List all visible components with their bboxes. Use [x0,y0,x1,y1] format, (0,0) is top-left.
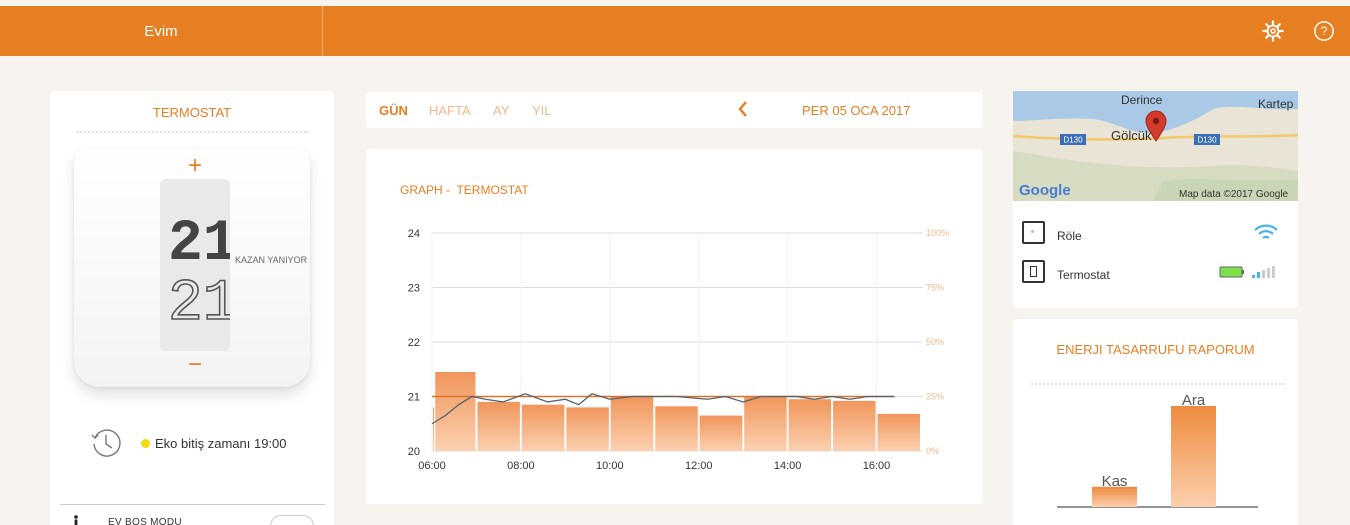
away-mode-toggle[interactable] [270,515,314,525]
divider [1031,383,1285,385]
y-axis-tick-label: 24 [408,228,420,240]
tab-month[interactable]: AY [493,103,510,118]
thermostat-device-icon [1022,260,1045,283]
x-axis-tick-label: 08:00 [507,460,535,472]
thermostat-title: TERMOSTAT [152,105,232,120]
chart-bar [433,407,434,451]
tab-week[interactable]: HAFTA [429,103,471,118]
current-temp-text: 21° [168,272,230,337]
y2-axis-tick-label: 0% [926,446,939,456]
map-place-label: Derince [1121,93,1163,107]
chart-bar [655,406,698,451]
x-axis-tick-label: 14:00 [774,460,802,472]
person-walking-icon [74,515,78,525]
eco-status-dot [141,439,150,448]
chart-bar [699,415,743,451]
battery-icon [1219,266,1244,278]
set-temp-text: 21° [168,212,230,277]
burner-status: KAZAN YANIYOR [235,255,308,265]
thermostat-card: TERMOSTAT + 21° 21° − KAZAN YANIYOR Eko … [50,91,334,525]
road-label: D130 [1063,136,1083,145]
help-icon[interactable]: ? [1313,20,1335,42]
chart-bar [833,400,876,451]
tab-year[interactable]: YIL [532,103,552,118]
energy-bar-label: Ara [1182,392,1206,409]
thermostat-device: + 21° 21° − [74,149,310,387]
measured-temperature-line [431,393,895,425]
map-attribution: Map data ©2017 Google [1179,189,1289,200]
chart-bar [877,413,920,451]
devices-card: Röle Termostat [1013,201,1298,308]
location-map[interactable]: D130 D130 Derince Kartep Gölcük Google M… [1013,91,1298,201]
svg-text:?: ? [1321,24,1328,38]
map-logo: Google [1019,182,1071,199]
y-axis-tick-label: 20 [408,446,420,458]
period-tabs-bar: GÜN HAFTA AY YIL PER 05 OCA 2017 [366,92,983,128]
energy-report-card: ENERJI TASARRUFU RAPORUM Kas Ara [1013,319,1298,525]
wifi-icon [1254,224,1278,239]
energy-report-title: ENERJI TASARRUFU RAPORUM [1056,342,1255,357]
x-axis-tick-label: 10:00 [596,460,624,472]
away-mode-label: EV BOŞ MODU [108,517,182,525]
divider [77,131,309,133]
map-marker-icon[interactable] [1145,110,1167,142]
graph-title-device: TERMOSTAT [456,183,529,197]
y2-axis-tick-label: 75% [926,283,944,293]
thermostat-screen: 21° 21° [160,179,273,351]
energy-bar [1171,406,1216,507]
map-place-label: Gölcük [1111,128,1152,143]
graph-title: GRAPH - TERMOSTAT [400,183,529,197]
chart-bar [477,401,520,451]
divider [60,504,325,505]
clock-icon [91,429,121,457]
previous-date-arrow-icon[interactable] [736,99,750,119]
chart-bar [566,407,609,451]
relay-device-icon [1022,221,1045,244]
increase-temp-button[interactable]: + [187,152,202,179]
energy-savings-chart: Kas Ara [1057,392,1258,508]
current-date: PER 05 OCA 2017 [802,103,911,118]
y2-axis-tick-label: 25% [926,392,944,402]
graph-card: GRAPH - TERMOSTAT 24 100% 23 75% 22 50% 21 25% 2… [366,149,983,504]
y-axis-tick-label: 21 [408,392,420,404]
device-name: Röle [1057,229,1082,243]
signal-strength-icon [1252,266,1275,278]
chart-bar [610,396,654,451]
y-axis-tick-label: 22 [408,337,420,349]
gear-icon[interactable] [1262,20,1284,42]
graph-title-prefix: GRAPH - [400,183,454,197]
top-bar: Evim ? [0,6,1350,56]
chart-bar [788,399,832,451]
home-label: Evim [144,22,178,40]
tab-day[interactable]: GÜN [379,103,408,118]
road-label: D130 [1197,136,1217,145]
home-selector[interactable]: Evim [0,6,323,56]
x-axis-tick-label: 16:00 [863,460,891,472]
current-temperature-display: 21° [167,271,273,338]
x-axis-tick-label: 06:00 [418,460,446,472]
map-place-label: Kartep [1258,97,1294,111]
temperature-chart: 24 100% 23 75% 22 50% 21 25% 20 0% 06:00 08:00 10:00… [408,228,949,472]
device-name: Termostat [1057,268,1110,282]
eco-end-time: Eko bitiş zamanı 19:00 [155,436,287,451]
energy-bar-label: Kas [1102,473,1128,490]
set-temperature-display: 21° [168,212,272,277]
decrease-temp-button[interactable]: − [187,351,202,378]
chart-bar [435,371,476,451]
chart-bar [744,396,787,451]
chart-bar [521,404,565,451]
energy-bar [1092,486,1137,507]
y-axis-tick-label: 23 [408,283,420,295]
y2-axis-tick-label: 100% [926,228,949,238]
x-axis-tick-label: 12:00 [685,460,713,472]
y2-axis-tick-label: 50% [926,337,944,347]
